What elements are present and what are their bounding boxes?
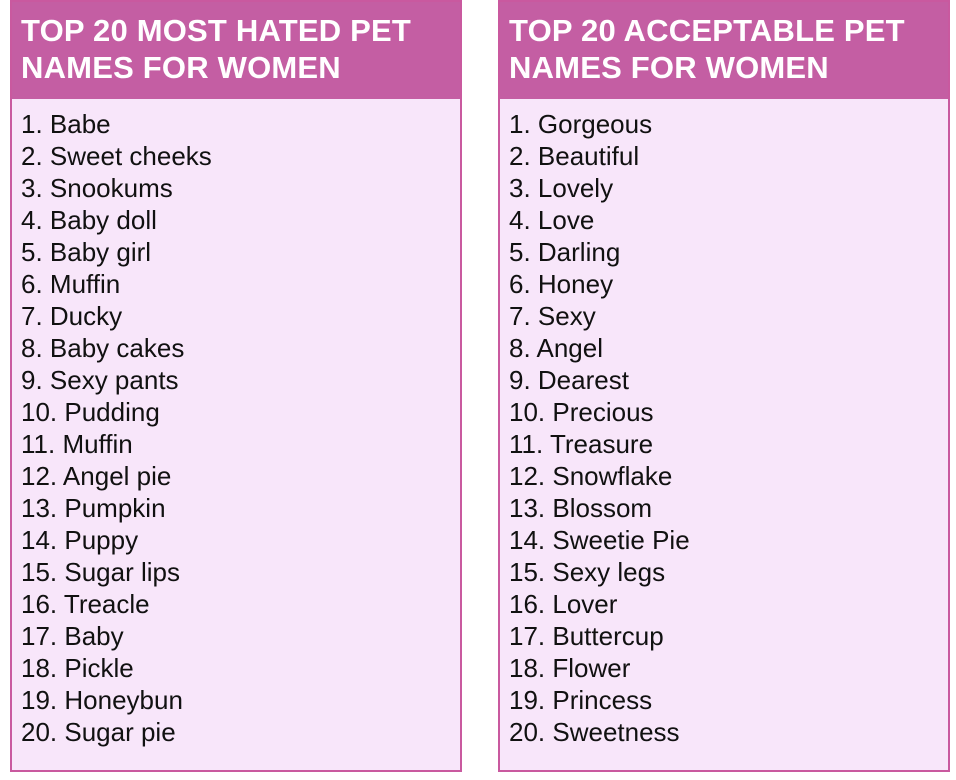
list-item: 14. Sweetie Pie: [509, 525, 690, 555]
list-item: 16. Lover: [509, 589, 618, 619]
list-item: 6. Muffin: [21, 269, 121, 299]
list-item: 5. Baby girl: [21, 237, 152, 267]
list-item: 1. Gorgeous: [509, 109, 653, 139]
list-item: 7. Sexy: [509, 301, 596, 331]
list-item: 17. Baby: [21, 621, 124, 651]
list-item: 5. Darling: [509, 237, 621, 267]
list-item: 3. Lovely: [509, 173, 614, 203]
list-item: 20. Sugar pie: [21, 717, 176, 747]
hated-names-title: TOP 20 MOST HATED PET NAMES FOR WOMEN: [12, 2, 460, 99]
list-item: 9. Sexy pants: [21, 365, 179, 395]
list-item: 20. Sweetness: [509, 717, 680, 747]
list-item: 14. Puppy: [21, 525, 139, 555]
list-item: 13. Blossom: [509, 493, 653, 523]
list-item: 12. Snowflake: [509, 461, 673, 491]
list-item: 12. Angel pie: [21, 461, 172, 491]
list-item: 4. Love: [509, 205, 595, 235]
list-item: 8. Baby cakes: [21, 333, 185, 363]
list-item: 17. Buttercup: [509, 621, 664, 651]
list-item: 2. Sweet cheeks: [21, 141, 212, 171]
list-item: 8. Angel: [509, 333, 603, 363]
acceptable-names-list: 1. Gorgeous 2. Beautiful 3. Lovely 4. Love 5…: [500, 99, 948, 748]
list-item: 15. Sexy legs: [509, 557, 666, 587]
list-item: 1. Babe: [21, 109, 111, 139]
list-item: 18. Pickle: [21, 653, 134, 683]
list-item: 4. Baby doll: [21, 205, 157, 235]
list-item: 7. Ducky: [21, 301, 123, 331]
list-item: 3. Snookums: [21, 173, 173, 203]
list-item: 16. Treacle: [21, 589, 150, 619]
list-item: 10. Precious: [509, 397, 654, 427]
list-item: 2. Beautiful: [509, 141, 640, 171]
list-item: 6. Honey: [509, 269, 614, 299]
list-item: 11. Muffin: [21, 429, 133, 459]
list-item: 18. Flower: [509, 653, 631, 683]
list-item: 19. Honeybun: [21, 685, 183, 715]
list-item: 11. Treasure: [509, 429, 654, 459]
acceptable-names-panel: TOP 20 ACCEPTABLE PET NAMES FOR WOMEN 1.…: [498, 0, 950, 772]
hated-names-list: 1. Babe 2. Sweet cheeks 3. Snookums 4. Baby…: [12, 99, 460, 748]
list-item: 9. Dearest: [509, 365, 629, 395]
hated-names-panel: TOP 20 MOST HATED PET NAMES FOR WOMEN 1.…: [10, 0, 462, 772]
list-item: 13. Pumpkin: [21, 493, 166, 523]
list-item: 10. Pudding: [21, 397, 160, 427]
list-item: 15. Sugar lips: [21, 557, 180, 587]
list-item: 19. Princess: [509, 685, 653, 715]
acceptable-names-title: TOP 20 ACCEPTABLE PET NAMES FOR WOMEN: [500, 2, 948, 99]
